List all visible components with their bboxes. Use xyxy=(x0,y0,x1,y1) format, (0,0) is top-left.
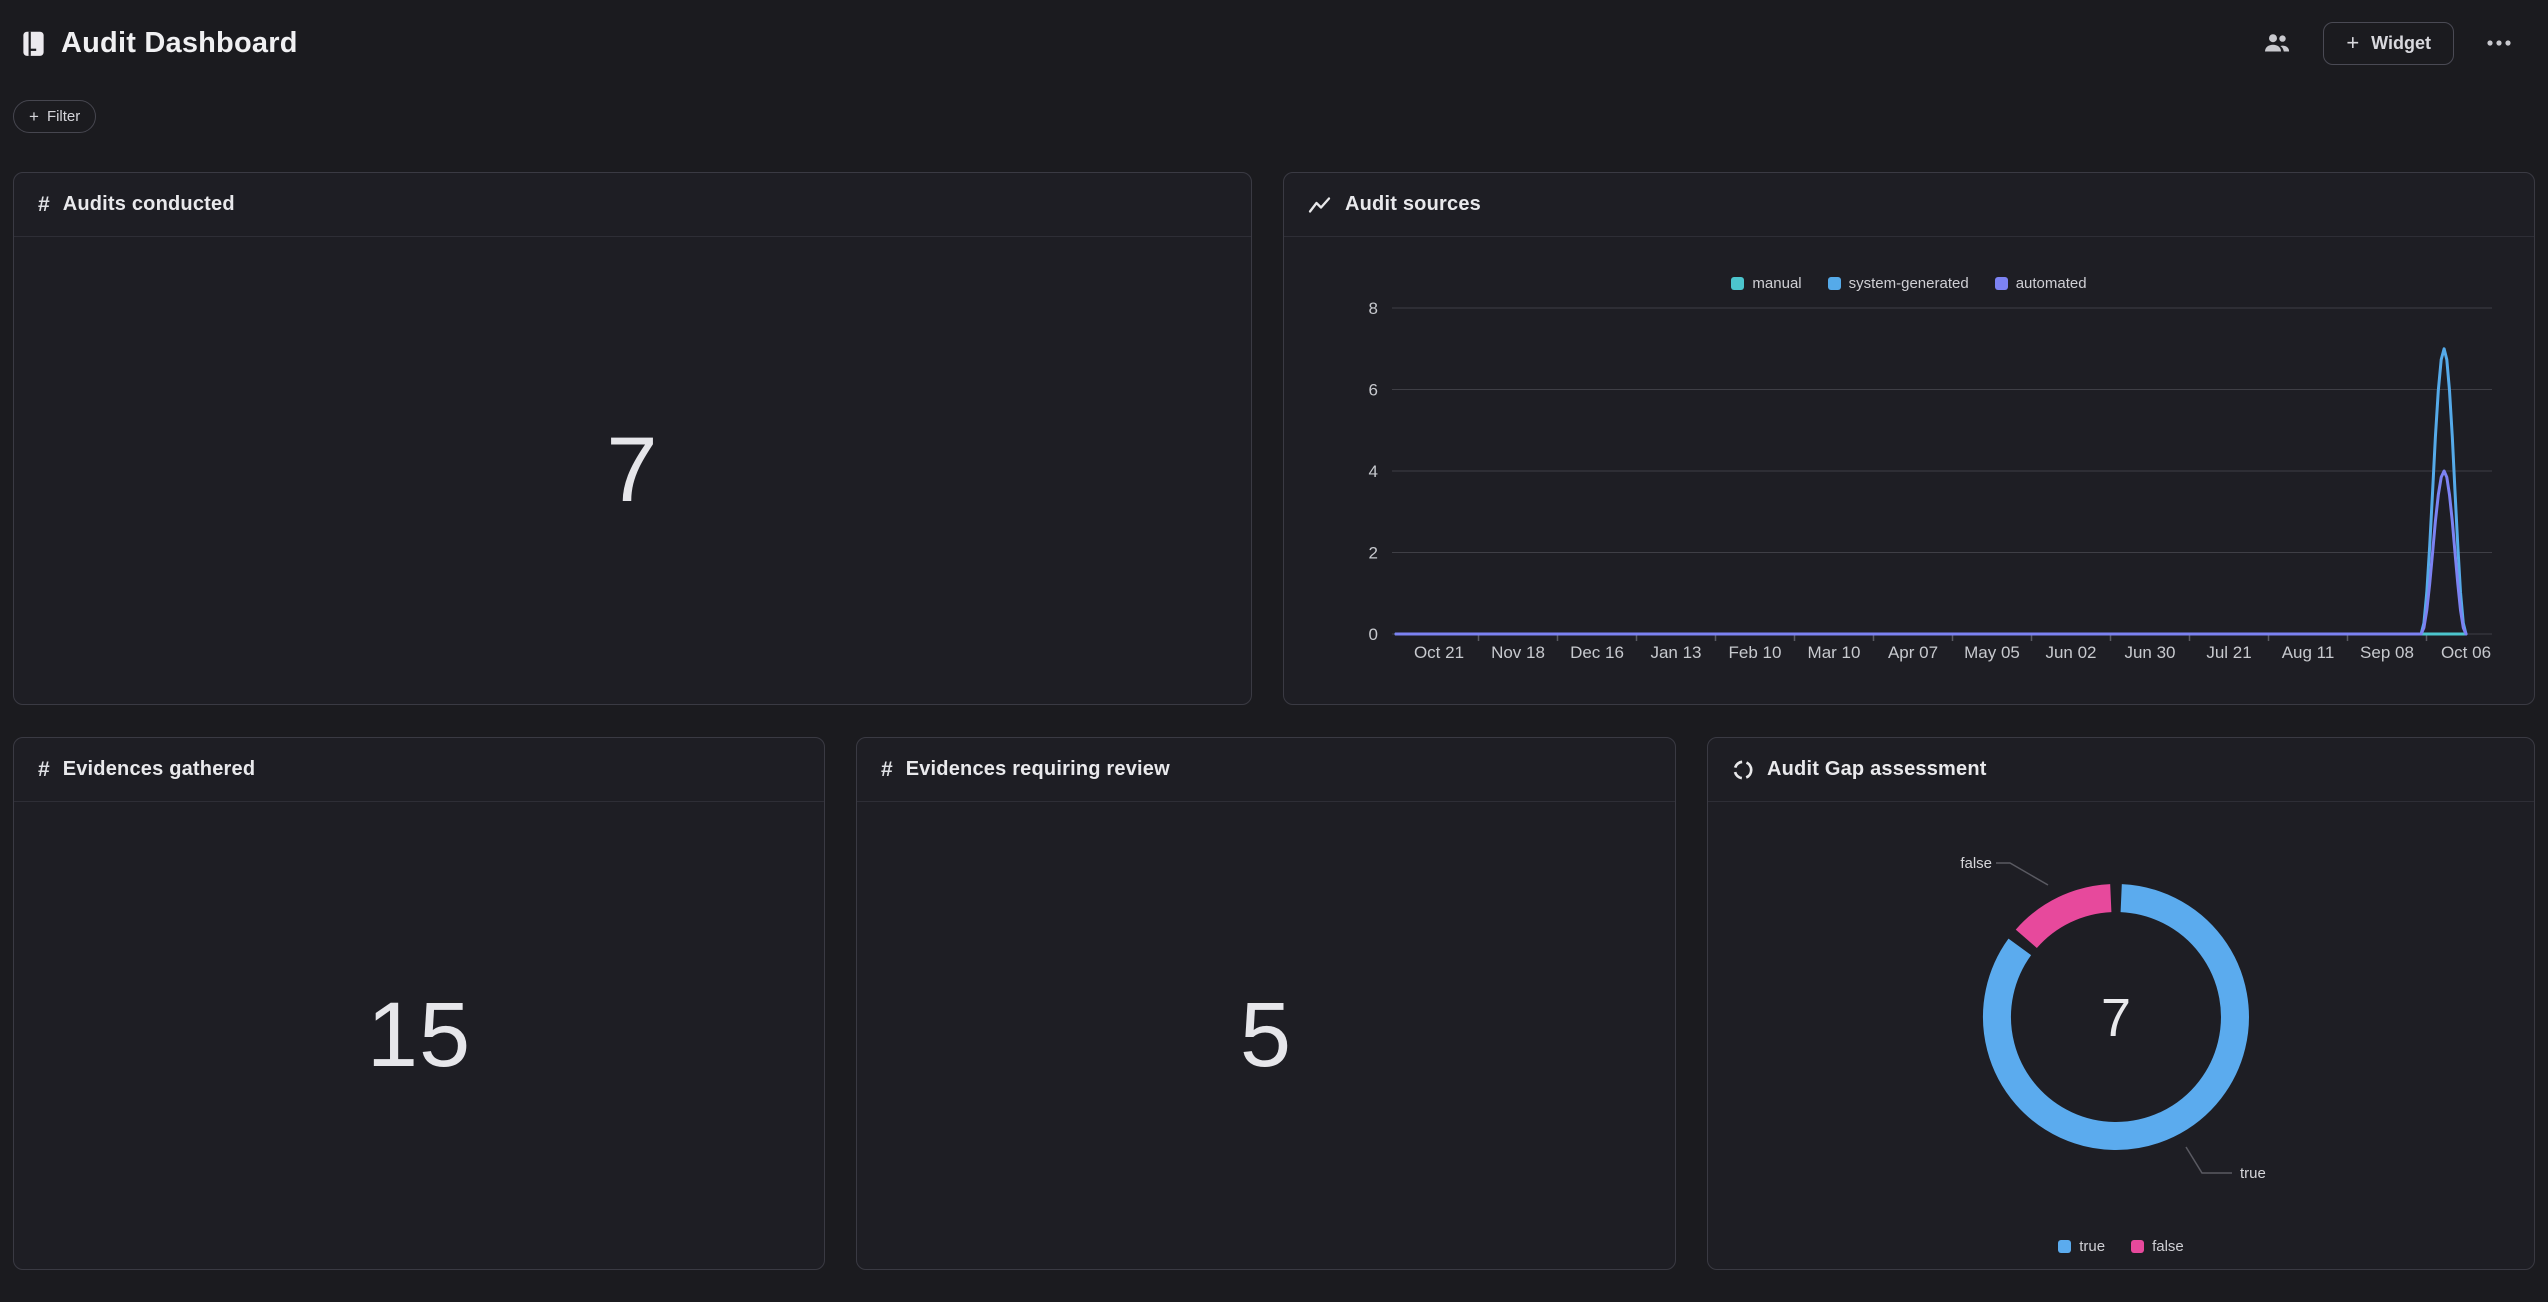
widget-audit-sources: Audit sources manual system-generated au… xyxy=(1283,172,2535,705)
svg-text:8: 8 xyxy=(1369,299,1378,318)
widget-evidences-requiring-review: # Evidences requiring review 5 xyxy=(856,737,1676,1270)
top-actions: + Widget xyxy=(2257,21,2518,65)
widget-audits-conducted: # Audits conducted 7 xyxy=(13,172,1252,705)
top-bar: Audit Dashboard + Widget xyxy=(0,0,2548,86)
filter-row: + Filter xyxy=(0,86,2548,133)
metric-value-evidences-review: 5 xyxy=(1239,984,1293,1086)
svg-text:4: 4 xyxy=(1369,462,1378,481)
svg-text:Apr 07: Apr 07 xyxy=(1888,643,1938,662)
svg-text:6: 6 xyxy=(1369,381,1378,400)
svg-text:Jun 02: Jun 02 xyxy=(2045,643,2096,662)
widget-body: manual system-generated automated 0 2 4 6 8 O… xyxy=(1284,237,2534,704)
svg-text:Oct 06: Oct 06 xyxy=(2441,643,2491,662)
add-widget-label: Widget xyxy=(2371,32,2431,53)
dashboard-title-wrap: Audit Dashboard xyxy=(20,27,298,60)
widget-header: Audit Gap assessment xyxy=(1708,738,2534,802)
members-button[interactable] xyxy=(2257,25,2297,61)
svg-text:Jun 30: Jun 30 xyxy=(2124,643,2175,662)
svg-text:2: 2 xyxy=(1369,544,1378,563)
svg-text:7: 7 xyxy=(2101,988,2131,1048)
hash-icon: # xyxy=(881,757,893,781)
svg-text:Aug 11: Aug 11 xyxy=(2282,643,2335,662)
svg-text:Dec 16: Dec 16 xyxy=(1570,643,1624,662)
svg-text:false: false xyxy=(1960,855,1992,872)
more-icon xyxy=(2486,39,2512,47)
audit-gap-donut-chart[interactable]: 7 false true xyxy=(1708,802,2534,1269)
svg-text:Jan 13: Jan 13 xyxy=(1650,643,1701,662)
legend-label: manual xyxy=(1752,275,1802,292)
legend-marker-true xyxy=(2058,1240,2072,1253)
legend-item-false[interactable]: false xyxy=(2131,1238,2184,1255)
widget-body: 5 xyxy=(857,802,1675,1269)
legend-label: system-generated xyxy=(1848,275,1969,292)
widget-body: 7 xyxy=(14,237,1251,704)
filter-button[interactable]: + Filter xyxy=(13,100,97,133)
people-icon xyxy=(2263,31,2291,55)
more-options-button[interactable] xyxy=(2480,33,2518,53)
legend-marker-manual xyxy=(1731,277,1745,290)
widget-body: 15 xyxy=(14,802,824,1269)
hash-icon: # xyxy=(38,192,50,216)
widgets-row-2: # Evidences gathered 15 # Evidences requ… xyxy=(13,737,2535,1270)
legend-item-manual[interactable]: manual xyxy=(1731,275,1802,292)
widget-title: Evidences gathered xyxy=(62,758,256,780)
widget-header: # Evidences gathered xyxy=(14,738,824,802)
svg-text:0: 0 xyxy=(1369,625,1378,644)
widgets-row-1: # Audits conducted 7 Audit sources manua… xyxy=(13,172,2535,705)
svg-text:true: true xyxy=(2240,1165,2266,1182)
donut-chart-legend: true false xyxy=(1708,1238,2534,1255)
filter-label: Filter xyxy=(46,108,81,125)
book-icon xyxy=(20,30,47,57)
plus-icon: + xyxy=(29,107,39,126)
add-widget-button[interactable]: + Widget xyxy=(2323,21,2454,65)
legend-marker-automated xyxy=(1994,277,2008,290)
widget-title: Audit Gap assessment xyxy=(1767,758,1987,780)
widget-audit-gap-assessment: Audit Gap assessment 7 false true true fal… xyxy=(1707,737,2535,1270)
line-chart-legend: manual system-generated automated xyxy=(1284,275,2534,292)
widget-header: # Evidences requiring review xyxy=(857,738,1675,802)
legend-marker-system-generated xyxy=(1827,277,1841,290)
legend-item-true[interactable]: true xyxy=(2058,1238,2105,1255)
svg-text:Oct 21: Oct 21 xyxy=(1414,643,1464,662)
widget-title: Audits conducted xyxy=(62,193,235,215)
legend-item-automated[interactable]: automated xyxy=(1994,275,2087,292)
trend-icon xyxy=(1308,195,1332,215)
widget-title: Audit sources xyxy=(1345,193,1481,215)
svg-text:Nov 18: Nov 18 xyxy=(1491,643,1545,662)
widget-evidences-gathered: # Evidences gathered 15 xyxy=(13,737,825,1270)
widget-title: Evidences requiring review xyxy=(905,758,1170,780)
widget-body: 7 false true true false xyxy=(1708,802,2534,1269)
svg-text:Mar 10: Mar 10 xyxy=(1808,643,1861,662)
svg-text:Jul 21: Jul 21 xyxy=(2206,643,2251,662)
plus-icon: + xyxy=(2346,30,2360,55)
widget-header: # Audits conducted xyxy=(14,173,1251,237)
legend-item-system-generated[interactable]: system-generated xyxy=(1827,275,1969,292)
donut-icon xyxy=(1732,759,1754,781)
svg-text:Feb 10: Feb 10 xyxy=(1729,643,1782,662)
svg-text:Sep 08: Sep 08 xyxy=(2360,643,2414,662)
svg-text:May 05: May 05 xyxy=(1964,643,2020,662)
legend-label: automated xyxy=(2015,275,2087,292)
legend-label: false xyxy=(2152,1238,2184,1255)
page-title: Audit Dashboard xyxy=(61,26,298,59)
audit-sources-line-chart[interactable]: 0 2 4 6 8 Oct 21 Nov 18 Dec 16 Jan 13 Feb 10 Mar 1… xyxy=(1284,237,2534,704)
metric-value-evidences-gathered: 15 xyxy=(366,984,472,1086)
widget-header: Audit sources xyxy=(1284,173,2534,237)
legend-label: true xyxy=(2079,1238,2106,1255)
hash-icon: # xyxy=(38,757,50,781)
legend-marker-false xyxy=(2131,1240,2145,1253)
metric-value-audits-conducted: 7 xyxy=(606,419,659,521)
